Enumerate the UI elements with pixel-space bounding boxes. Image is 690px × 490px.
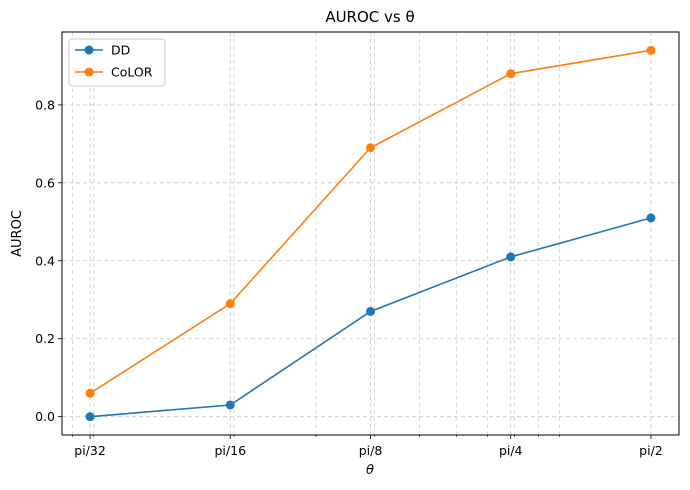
data-point-dd <box>85 412 95 422</box>
y-tick-label: 0.6 <box>35 175 55 190</box>
data-point-color <box>85 388 95 398</box>
y-tick-label: 0.2 <box>35 331 55 346</box>
data-point-color <box>366 143 375 153</box>
legend-label-color: CoLOR <box>111 65 153 80</box>
data-point-dd <box>225 400 235 410</box>
y-tick-label: 0.0 <box>35 409 55 424</box>
data-point-color <box>646 45 656 55</box>
plot-frame <box>61 31 680 436</box>
x-tick-label: pi/2 <box>639 443 663 458</box>
chart-title: AUROC vs θ <box>325 8 414 26</box>
legend-marker-dd <box>84 45 94 55</box>
x-tick-label: pi/4 <box>499 443 523 458</box>
data-point-dd <box>506 252 516 262</box>
grid <box>62 32 679 435</box>
y-tick-label: 0.4 <box>35 253 55 268</box>
data-point-color <box>225 299 235 309</box>
legend-marker-color <box>84 67 94 77</box>
legend-label-dd: DD <box>111 43 130 58</box>
x-tick-label: pi/32 <box>74 443 106 458</box>
data-point-color <box>506 69 516 79</box>
x-tick-label: pi/16 <box>215 443 247 458</box>
legend: DD CoLOR <box>68 38 166 87</box>
y-tick-label: 0.8 <box>35 97 55 112</box>
x-tick-label: pi/8 <box>359 443 383 458</box>
series-layer <box>85 45 656 422</box>
series-line-dd <box>89 217 652 418</box>
axis-ticks: pi/32 pi/16 pi/8 pi/4 pi/2 0.0 0.2 0.4 0.6 0.8 <box>35 97 663 458</box>
data-point-dd <box>646 213 656 223</box>
x-axis-label: θ <box>366 463 374 478</box>
data-point-dd <box>366 306 375 316</box>
y-axis-label: AUROC <box>10 210 25 257</box>
